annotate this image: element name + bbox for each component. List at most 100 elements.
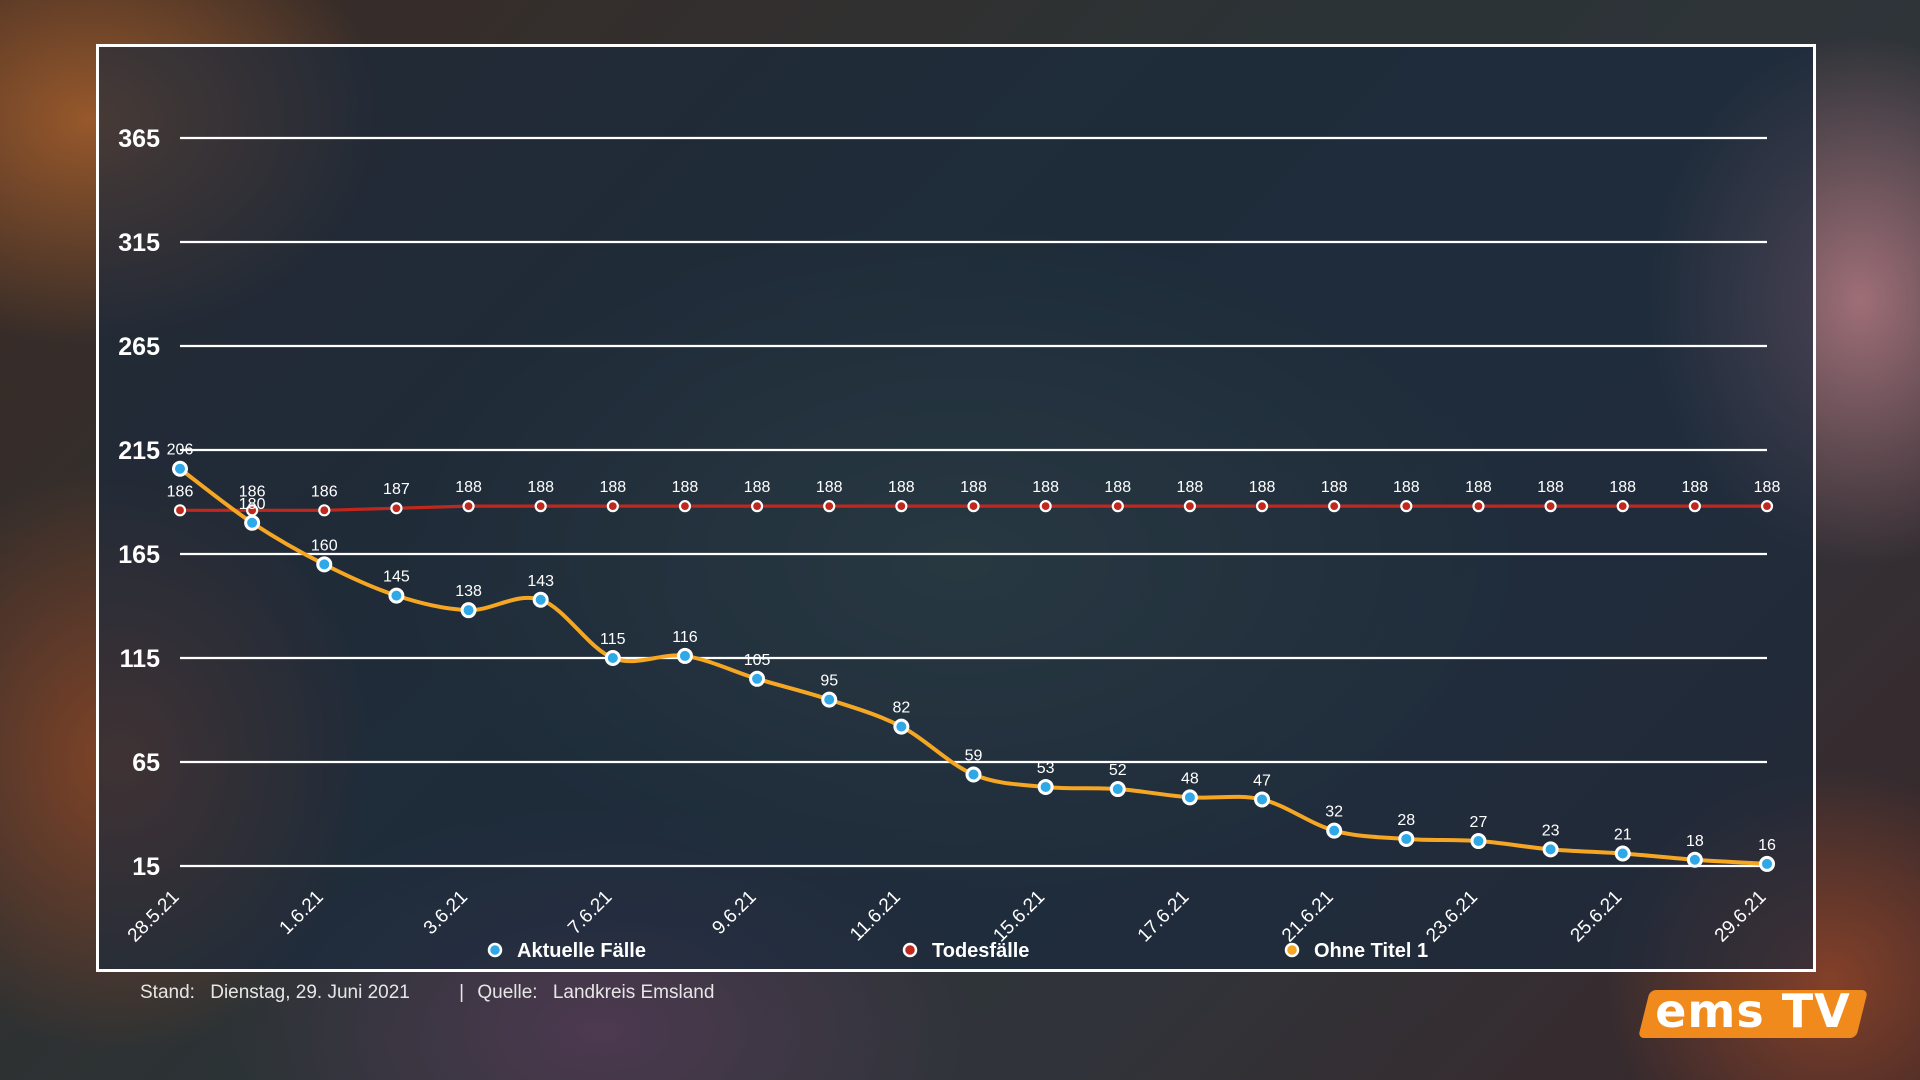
y-tick-label: 65	[132, 749, 160, 777]
data-point-todesfaelle	[534, 500, 547, 513]
data-label-todesfaelle: 188	[1682, 479, 1709, 496]
x-tick-label: 9.6.21	[708, 887, 760, 939]
x-tick-label: 17.6.21	[1134, 887, 1194, 947]
data-point-aktuelle-faelle	[388, 587, 405, 604]
x-tick-label: 23.6.21	[1422, 887, 1482, 947]
data-point-aktuelle-faelle	[604, 650, 621, 666]
data-label-aktuelle-faelle: 206	[167, 442, 194, 459]
data-point-todesfaelle	[895, 500, 908, 513]
data-label-todesfaelle: 188	[1249, 479, 1276, 496]
data-point-aktuelle-faelle	[1254, 791, 1271, 808]
data-label-todesfaelle: 188	[960, 479, 987, 496]
data-point-todesfaelle	[1400, 500, 1413, 513]
data-point-todesfaelle	[462, 500, 475, 513]
y-tick-label: 315	[118, 229, 160, 257]
data-label-todesfaelle: 188	[599, 479, 626, 496]
data-point-aktuelle-faelle	[893, 718, 910, 735]
legend-marker	[487, 942, 503, 958]
stand-label: Stand:	[140, 982, 195, 1003]
data-point-todesfaelle	[1111, 500, 1124, 513]
data-point-todesfaelle	[606, 500, 619, 513]
data-point-aktuelle-faelle	[1398, 830, 1415, 847]
data-point-todesfaelle	[1760, 500, 1774, 513]
y-tick-label: 215	[118, 437, 160, 465]
y-tick-label: 165	[118, 541, 160, 569]
data-label-aktuelle-faelle: 18	[1686, 833, 1704, 850]
data-point-todesfaelle	[1183, 500, 1197, 513]
data-label-todesfaelle: 188	[816, 479, 843, 496]
data-point-aktuelle-faelle	[532, 591, 549, 608]
data-point-todesfaelle	[967, 500, 980, 513]
data-label-todesfaelle: 188	[527, 479, 554, 496]
stand-value: Dienstag, 29. Juni 2021	[210, 982, 410, 1003]
data-point-todesfaelle	[1255, 500, 1269, 513]
data-point-aktuelle-faelle	[749, 670, 766, 687]
data-label-aktuelle-faelle: 47	[1253, 772, 1271, 789]
data-label-todesfaelle: 186	[311, 483, 338, 500]
data-point-todesfaelle	[390, 502, 403, 515]
data-label-aktuelle-faelle: 53	[1037, 760, 1055, 777]
x-tick-label: 11.6.21	[846, 887, 905, 946]
data-point-aktuelle-faelle	[244, 514, 261, 531]
series-line-aktuelle-faelle	[178, 467, 1768, 866]
legend-label: Todesfälle	[932, 940, 1029, 962]
legend-label: Ohne Titel 1	[1314, 940, 1428, 962]
data-point-todesfaelle	[678, 500, 692, 513]
data-point-aktuelle-faelle	[965, 766, 982, 783]
data-label-todesfaelle: 186	[239, 483, 266, 500]
data-label-todesfaelle: 188	[1754, 479, 1781, 496]
data-label-aktuelle-faelle: 48	[1181, 770, 1199, 787]
data-point-aktuelle-faelle	[460, 602, 477, 619]
legend-marker	[902, 942, 918, 958]
data-label-aktuelle-faelle: 28	[1397, 812, 1415, 829]
x-tick-label: 21.6.21	[1278, 887, 1338, 947]
data-label-aktuelle-faelle: 116	[672, 629, 698, 646]
data-point-aktuelle-faelle	[1542, 841, 1559, 858]
data-point-aktuelle-faelle	[1326, 822, 1343, 839]
data-label-todesfaelle: 188	[1393, 479, 1420, 496]
footer: Stand: Dienstag, 29. Juni 2021 | Quelle:…	[140, 982, 714, 1004]
data-point-aktuelle-faelle	[316, 556, 333, 573]
data-point-todesfaelle	[1328, 500, 1341, 513]
y-tick-label: 265	[118, 333, 160, 361]
data-label-aktuelle-faelle: 82	[892, 700, 910, 717]
ems-tv-logo: ems TV	[1655, 984, 1851, 1038]
data-point-aktuelle-faelle	[1181, 789, 1198, 806]
data-label-aktuelle-faelle: 21	[1614, 827, 1632, 844]
x-tick-label: 29.6.21	[1711, 887, 1771, 947]
data-point-todesfaelle	[318, 504, 331, 517]
x-tick-label: 1.6.21	[276, 887, 328, 939]
data-label-todesfaelle: 188	[455, 479, 482, 496]
legend-label: Aktuelle Fälle	[517, 940, 646, 962]
source-label: Quelle:	[477, 982, 538, 1003]
data-point-todesfaelle	[1688, 500, 1701, 513]
data-point-aktuelle-faelle	[1037, 778, 1054, 795]
data-label-aktuelle-faelle: 180	[239, 496, 266, 513]
data-point-aktuelle-faelle	[676, 647, 693, 664]
legend-marker	[1284, 942, 1300, 958]
data-label-aktuelle-faelle: 143	[527, 573, 554, 590]
x-tick-label: 3.6.21	[420, 887, 472, 939]
x-tick-label: 28.5.21	[124, 887, 184, 947]
data-point-aktuelle-faelle	[1614, 845, 1631, 862]
data-label-aktuelle-faelle: 52	[1109, 762, 1127, 779]
y-tick-label: 365	[118, 125, 160, 153]
data-point-aktuelle-faelle	[1686, 851, 1703, 868]
footer-separator: |	[459, 982, 465, 1003]
data-label-aktuelle-faelle: 138	[455, 583, 482, 600]
data-label-todesfaelle: 188	[1465, 479, 1492, 496]
data-label-aktuelle-faelle: 160	[311, 537, 338, 554]
data-point-aktuelle-faelle	[821, 691, 838, 708]
data-point-aktuelle-faelle	[172, 460, 188, 477]
data-point-aktuelle-faelle	[1470, 833, 1487, 850]
data-label-todesfaelle: 188	[1537, 479, 1564, 496]
data-label-aktuelle-faelle: 27	[1470, 814, 1488, 831]
data-point-todesfaelle	[1544, 500, 1557, 513]
data-label-todesfaelle: 186	[167, 483, 194, 500]
data-label-aktuelle-faelle: 115	[600, 631, 626, 648]
data-label-aktuelle-faelle: 95	[820, 673, 838, 690]
x-tick-label: 25.6.21	[1567, 887, 1627, 947]
data-point-todesfaelle	[1616, 500, 1629, 513]
data-label-aktuelle-faelle: 59	[965, 747, 983, 764]
